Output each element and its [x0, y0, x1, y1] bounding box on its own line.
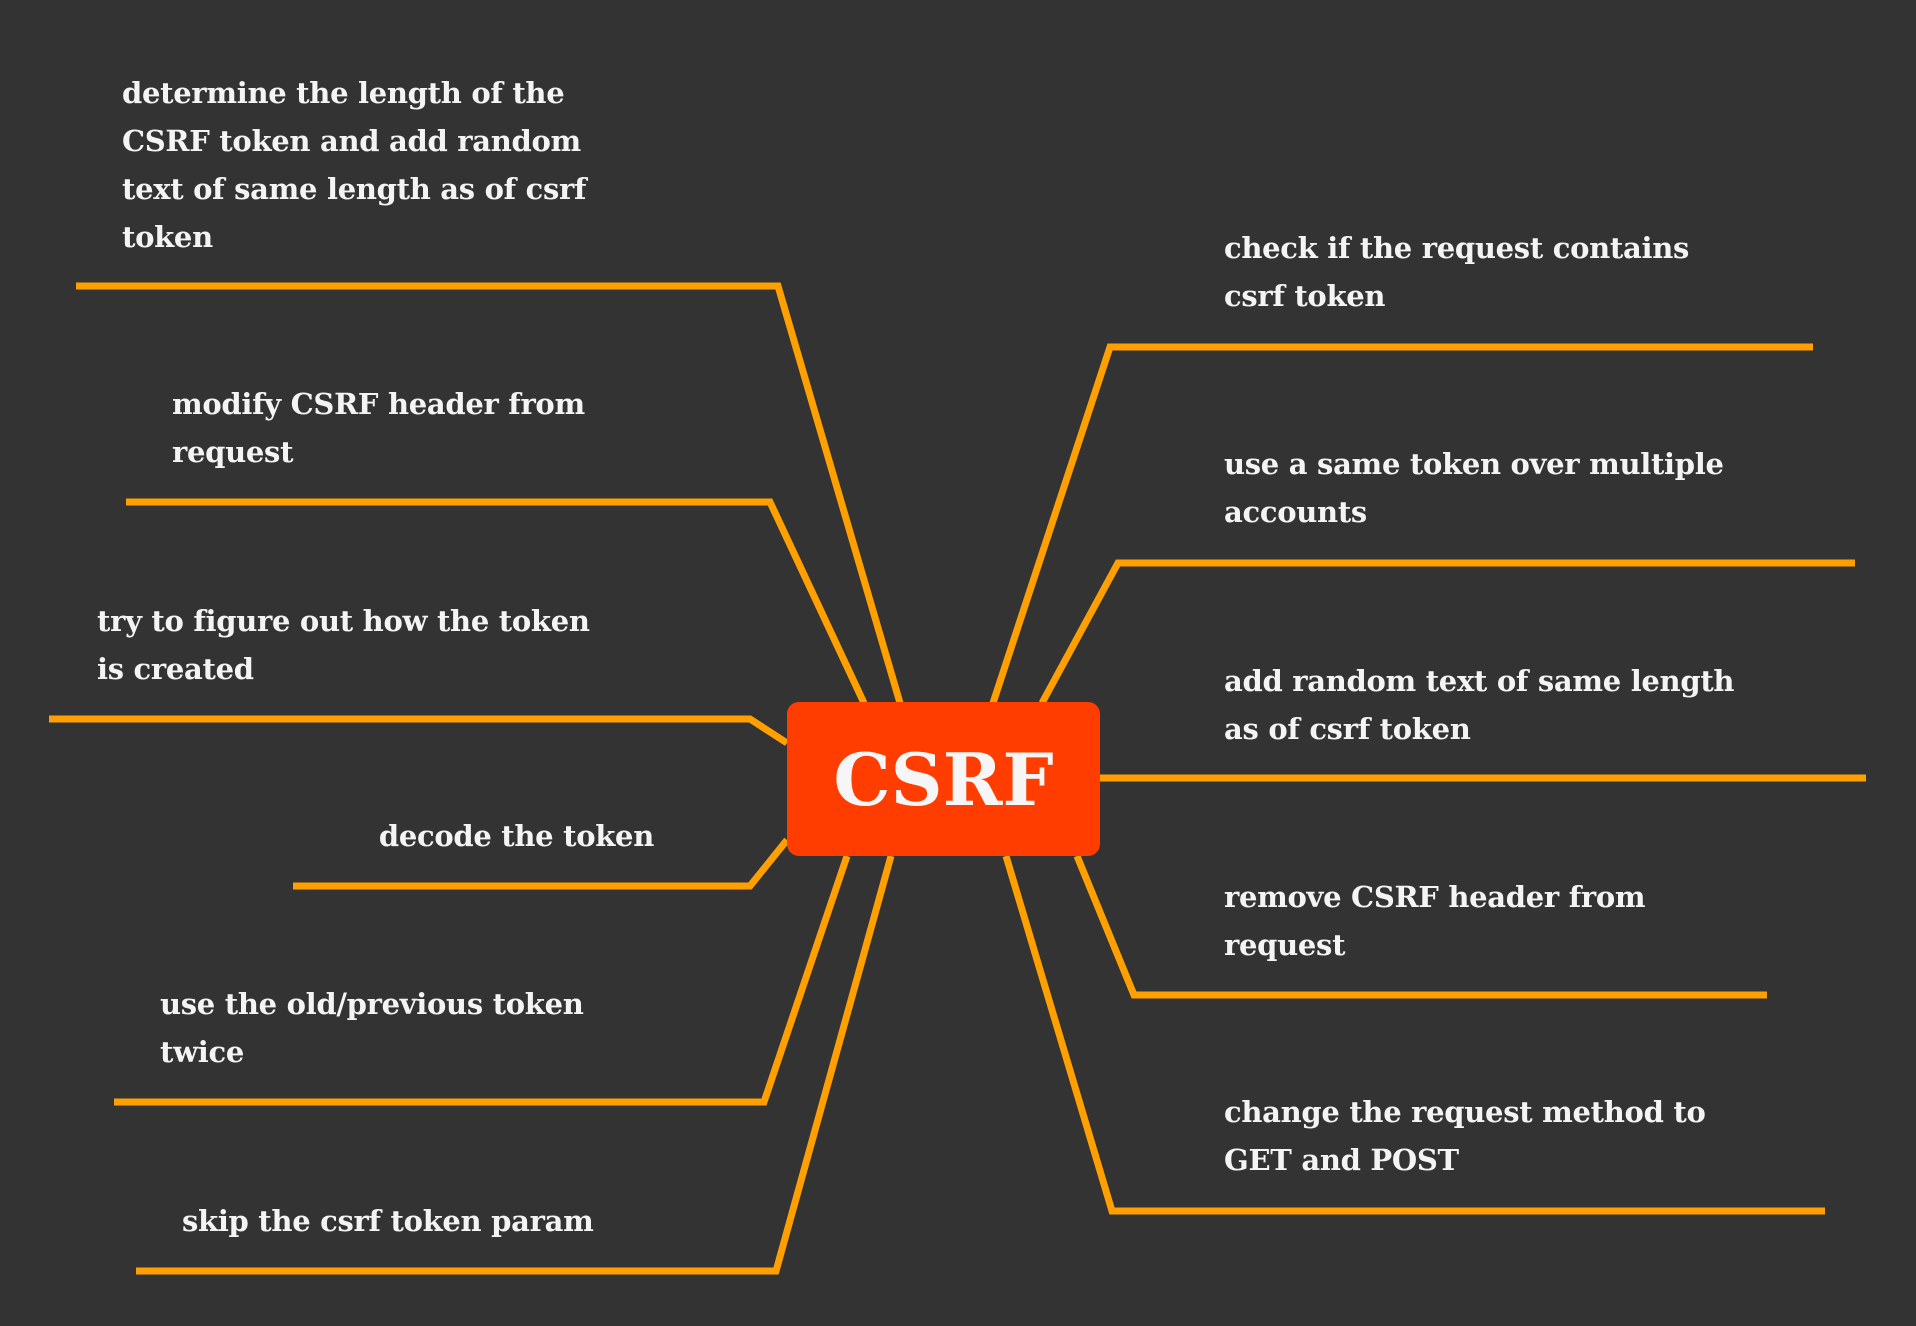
- topic-line: use a same token over multiple: [1224, 447, 1724, 481]
- topic-line: token: [122, 220, 213, 254]
- topic-line: modify CSRF header from: [172, 387, 585, 421]
- connector-left-6: [136, 855, 895, 1275]
- connector-right-5: [1002, 854, 1825, 1215]
- topic-left-1[interactable]: determine the length of the CSRF token a…: [122, 69, 586, 261]
- topic-line: CSRF token and add random: [122, 124, 581, 158]
- topic-left-5[interactable]: use the old/previous token twice: [160, 980, 584, 1076]
- topic-line: change the request method to: [1224, 1095, 1706, 1129]
- topic-line: remove CSRF header from: [1224, 880, 1646, 914]
- topic-line: decode the token: [378, 819, 654, 853]
- topic-line: add random text of same length: [1224, 664, 1735, 698]
- connector-left-3: [49, 715, 789, 746]
- connector-right-1: [989, 343, 1813, 705]
- topic-line: request: [172, 435, 294, 469]
- topic-left-4[interactable]: decode the token: [379, 812, 654, 860]
- topic-line: GET and POST: [1224, 1143, 1459, 1177]
- topic-left-2[interactable]: modify CSRF header from request: [172, 380, 585, 476]
- connector-right-4: [1073, 854, 1767, 999]
- topic-line: use the old/previous token: [160, 987, 584, 1021]
- connector-left-1: [76, 282, 904, 704]
- topic-line: check if the request contains: [1224, 231, 1690, 265]
- topic-line: skip the csrf token param: [182, 1204, 594, 1238]
- connector-left-5: [114, 854, 851, 1106]
- connector-left-4: [293, 837, 790, 890]
- topic-line: accounts: [1224, 495, 1367, 529]
- connector-right-2: [1038, 559, 1855, 705]
- topic-right-2[interactable]: use a same token over multiple accounts: [1224, 440, 1724, 536]
- topic-right-4[interactable]: remove CSRF header from request: [1224, 873, 1646, 969]
- connector-left-2: [126, 498, 868, 705]
- topic-line: text of same length as of csrf: [122, 172, 587, 206]
- topic-left-3[interactable]: try to figure out how the token is creat…: [97, 597, 590, 693]
- topic-line: is created: [97, 652, 254, 686]
- central-topic-label: CSRF: [833, 736, 1054, 822]
- topic-line: determine the length of the: [122, 76, 565, 110]
- topic-right-5[interactable]: change the request method to GET and POS…: [1224, 1088, 1706, 1184]
- topic-right-3[interactable]: add random text of same length as of csr…: [1224, 657, 1735, 753]
- central-topic[interactable]: CSRF: [787, 702, 1100, 856]
- topic-line: try to figure out how the token: [97, 604, 590, 638]
- topic-line: twice: [160, 1035, 244, 1069]
- topic-left-6[interactable]: skip the csrf token param: [182, 1197, 594, 1245]
- topic-line: request: [1224, 928, 1346, 962]
- topic-line: as of csrf token: [1224, 712, 1471, 746]
- topic-right-1[interactable]: check if the request contains csrf token: [1224, 224, 1689, 320]
- topic-line: csrf token: [1224, 279, 1386, 313]
